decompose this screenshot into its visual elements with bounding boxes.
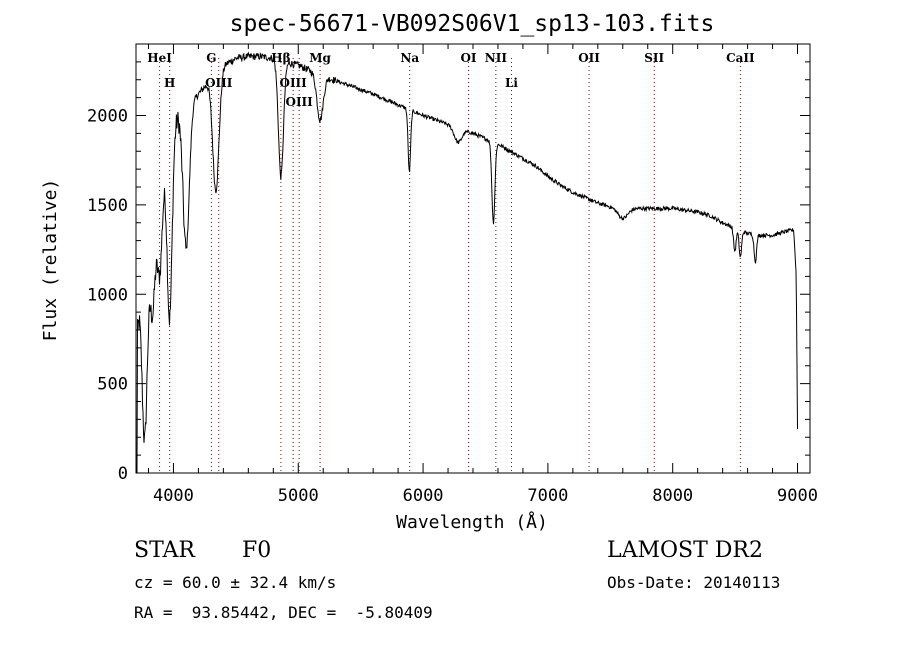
spectral-line-label: Na <box>400 51 419 65</box>
x-tick-label: 8000 <box>652 486 693 506</box>
spectral-line-label: H <box>164 76 175 90</box>
y-tick-label: 2000 <box>87 107 128 127</box>
spectral-line-label: OIII <box>205 76 233 90</box>
spectral-line-label: NII <box>485 51 508 65</box>
spectrum-line <box>136 51 798 474</box>
spectral-line-label: Mg <box>309 51 331 65</box>
spectral-line-label: OIII <box>285 95 313 109</box>
observation-date: Obs-Date: 20140113 <box>607 573 781 592</box>
y-axis-label: Flux (relative) <box>40 179 61 342</box>
spectral-line-label: SII <box>644 51 664 65</box>
spectral-line-label: OI <box>460 51 476 65</box>
x-tick-label: 9000 <box>777 486 818 506</box>
axis-ticks: 4000 5000 6000 7000 8000 9000 0 500 1000 1500 2000 <box>87 43 818 506</box>
x-axis-label: Wavelength (Å) <box>396 511 548 533</box>
y-tick-label: 500 <box>97 375 128 395</box>
redshift-velocity: cz = 60.0 ± 32.4 km/s <box>134 573 337 592</box>
spectral-line-label: OII <box>578 51 600 65</box>
spectral-line-label: HeI <box>147 51 172 65</box>
y-tick-label: 1500 <box>87 196 128 216</box>
spectral-subclass: F0 <box>242 538 272 563</box>
y-tick-label: 0 <box>118 464 128 484</box>
spectral-line-label: OIII <box>279 76 307 90</box>
x-tick-label: 7000 <box>527 486 568 506</box>
survey-name: LAMOST DR2 <box>607 538 763 563</box>
object-class: STAR <box>134 538 195 563</box>
plot-frame <box>135 43 811 474</box>
chart-title: spec-56671-VB092S06V1_sp13-103.fits <box>230 11 715 37</box>
spectral-line-label: Hβ <box>271 51 290 65</box>
y-tick-label: 1000 <box>87 285 128 305</box>
x-tick-label: 5000 <box>278 486 319 506</box>
coordinates: RA = 93.85442, DEC = -5.80409 <box>134 603 433 622</box>
spectral-line-label: G <box>206 51 216 65</box>
spectral-line-label: CaII <box>726 51 755 65</box>
x-tick-label: 6000 <box>403 486 444 506</box>
spectral-line-label: Li <box>505 76 518 90</box>
x-tick-label: 4000 <box>153 486 194 506</box>
